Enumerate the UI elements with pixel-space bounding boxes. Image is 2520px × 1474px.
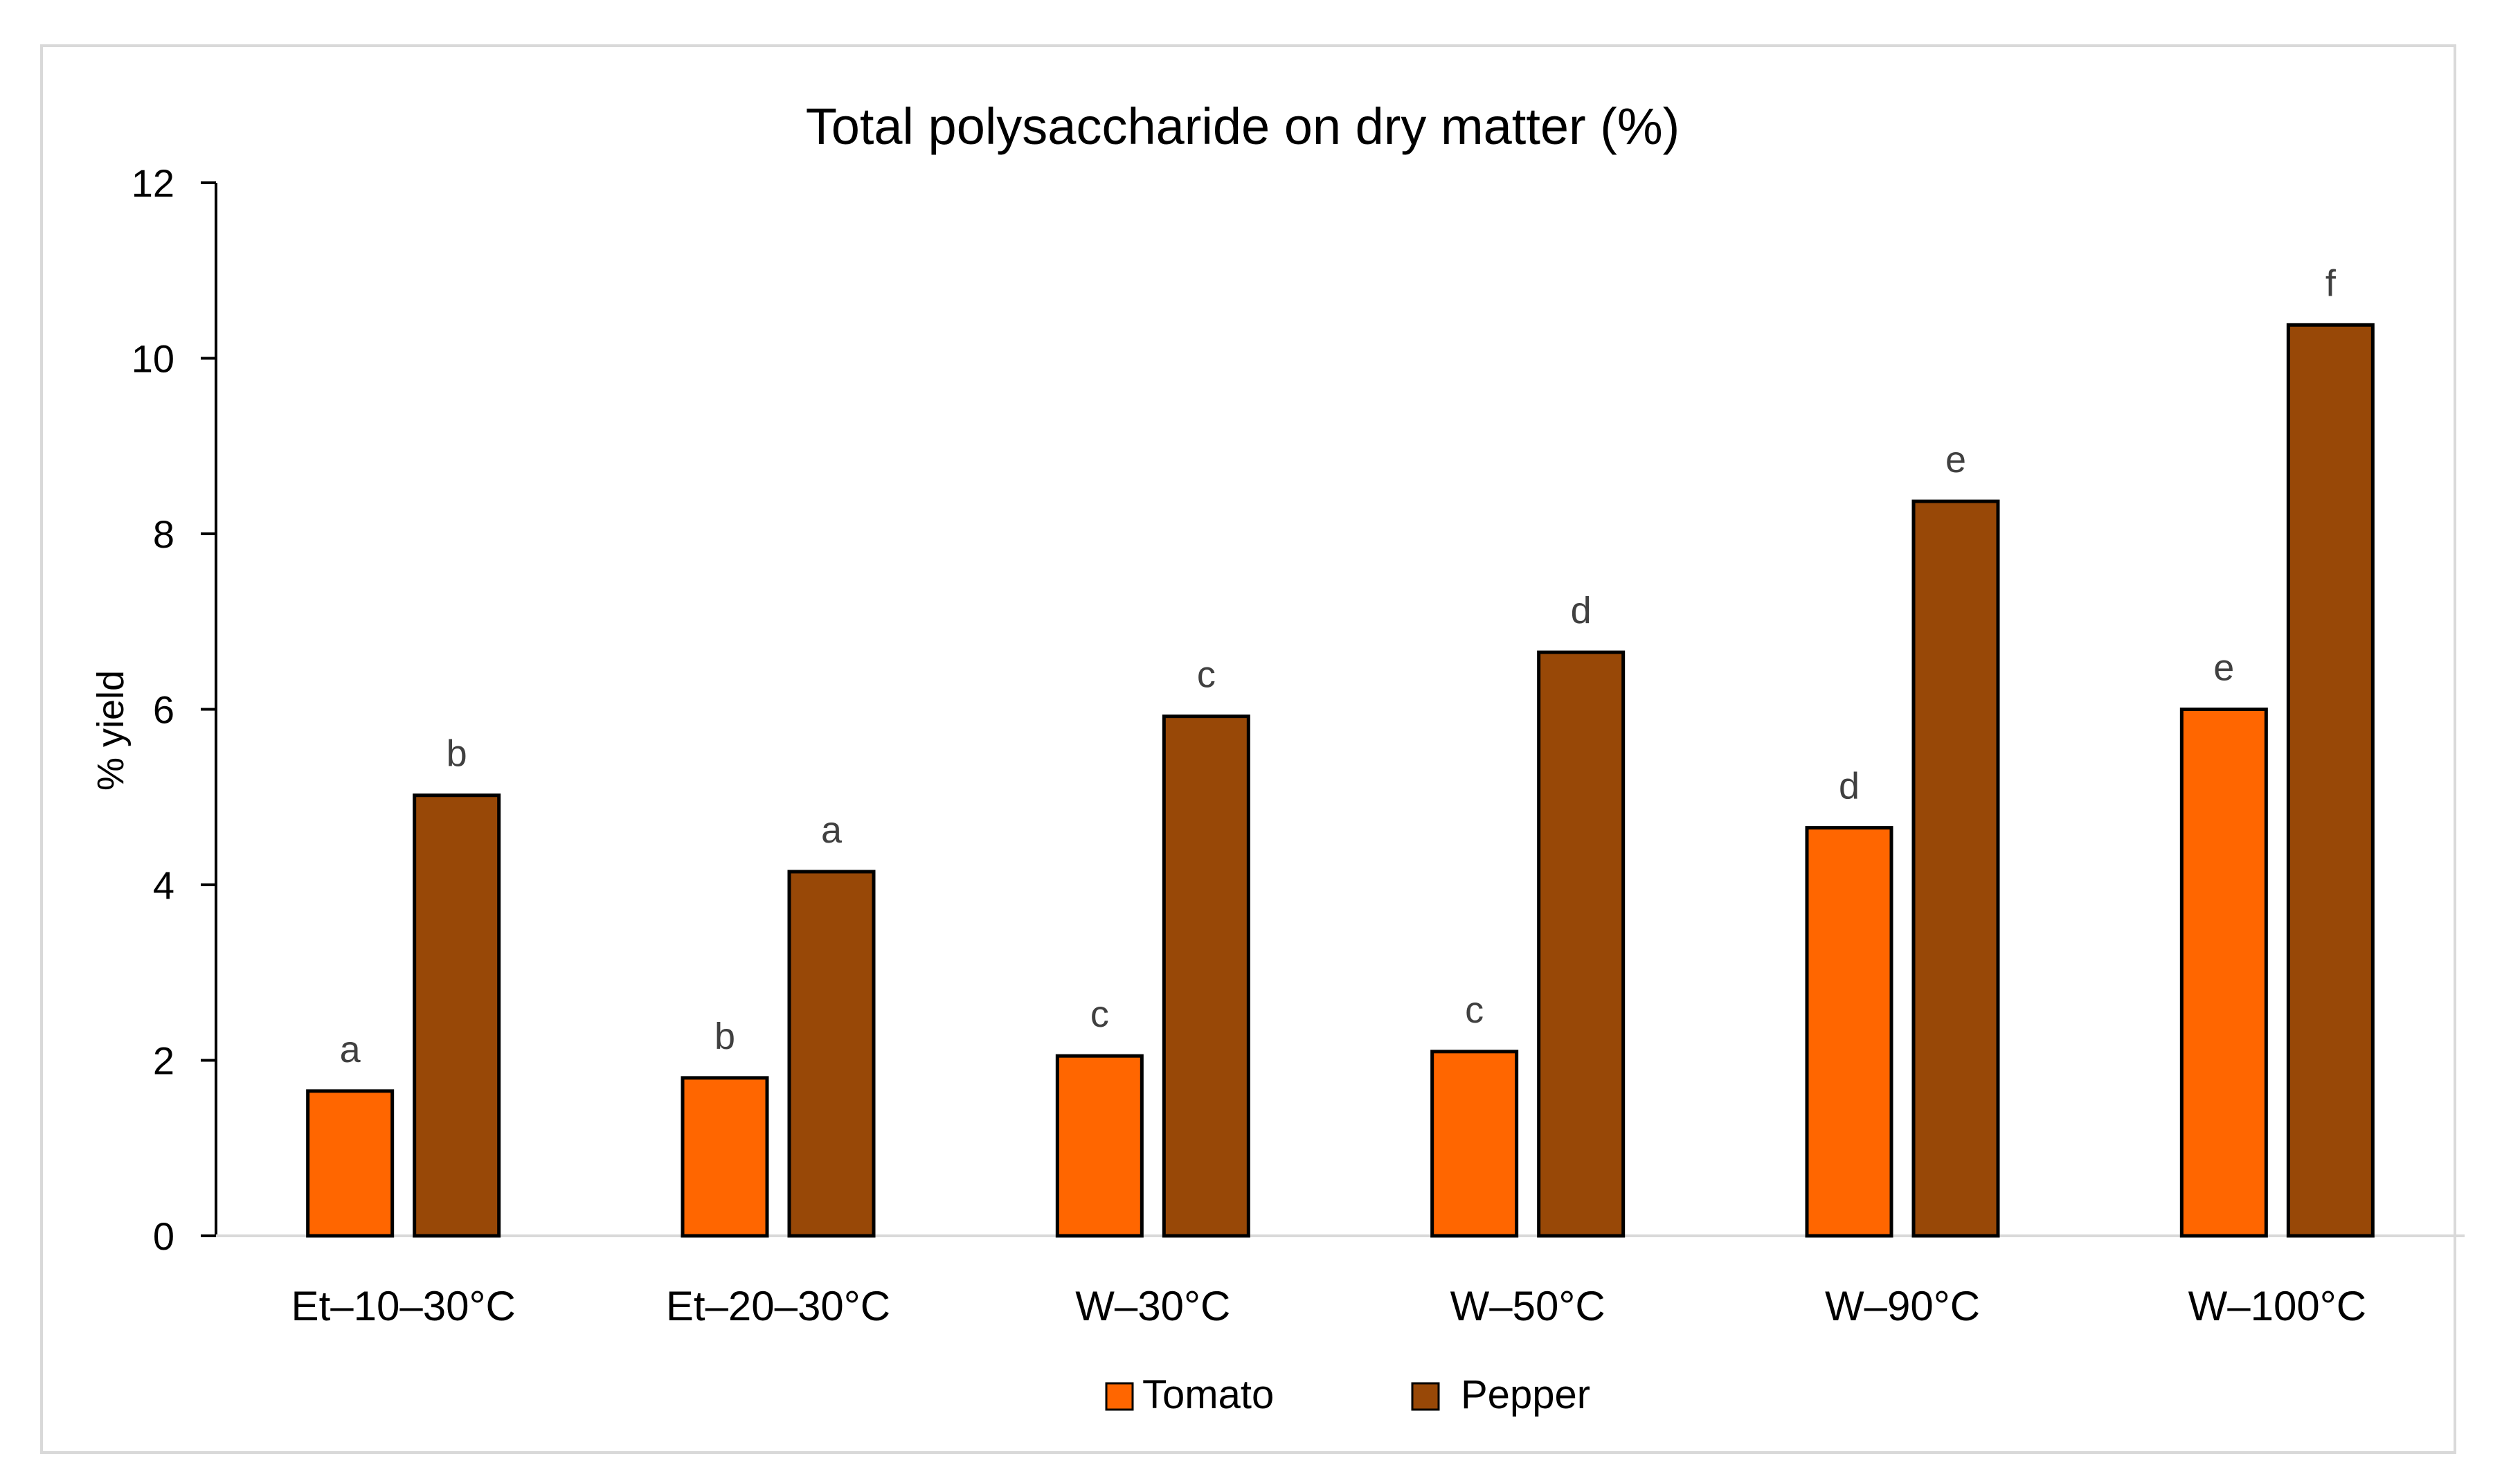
legend-swatch-tomato (1105, 1382, 1134, 1411)
significance-label: e (2213, 647, 2234, 689)
legend: Tomato Pepper (1105, 1372, 1590, 1417)
significance-label: c (1465, 989, 1484, 1031)
bar-tomato (1430, 1050, 1519, 1238)
bar-tomato (1805, 826, 1893, 1238)
bars-group: a b b a c c c d d e e f (306, 262, 2375, 1238)
y-tick-label: 4 (153, 863, 174, 907)
x-tick-label: W–100°C (2188, 1283, 2366, 1329)
x-tick-label: W–90°C (1825, 1283, 1980, 1329)
chart-title: Total polysaccharide on dry matter (%) (806, 98, 1680, 155)
x-tick-label: W–30°C (1075, 1283, 1230, 1329)
y-tick-label: 12 (132, 161, 174, 205)
y-axis-label: % yield (90, 670, 132, 791)
bar-tomato (306, 1089, 395, 1238)
y-axis: 0 2 4 6 8 10 12 (132, 161, 217, 1258)
y-tick-label: 6 (153, 688, 174, 732)
bar-tomato (2179, 708, 2268, 1238)
bar-pepper (787, 870, 876, 1238)
significance-label: b (714, 1016, 735, 1057)
x-tick-label: Et–20–30°C (666, 1283, 890, 1329)
bar-tomato (681, 1076, 769, 1238)
bar-pepper (1537, 650, 1626, 1238)
y-tick-label: 0 (153, 1214, 174, 1258)
bar-pepper (2286, 323, 2375, 1238)
y-tick-label: 2 (153, 1039, 174, 1083)
significance-label: a (340, 1029, 361, 1070)
y-tick-label: 10 (132, 337, 174, 381)
bar-pepper (1162, 714, 1250, 1238)
bar-pepper (413, 793, 501, 1238)
significance-label: f (2325, 262, 2337, 304)
bar-tomato (1055, 1054, 1144, 1238)
significance-label: b (447, 733, 467, 775)
x-axis: Et–10–30°C Et–20–30°C W–30°C W–50°C W–90°C W–… (216, 1234, 2465, 1329)
significance-label: d (1839, 766, 1860, 807)
x-tick-label: W–50°C (1450, 1283, 1605, 1329)
significance-label: c (1090, 994, 1109, 1035)
legend-swatch-pepper (1411, 1382, 1440, 1411)
legend-label-tomato: Tomato (1142, 1372, 1274, 1417)
bar-pepper (1911, 499, 2000, 1238)
x-tick-label: Et–10–30°C (291, 1283, 516, 1329)
significance-label: e (1945, 439, 1966, 480)
legend-label-pepper: Pepper (1461, 1372, 1590, 1417)
significance-label: d (1571, 590, 1592, 631)
y-tick-label: 8 (153, 512, 174, 556)
significance-label: c (1197, 654, 1216, 696)
significance-label: a (821, 809, 843, 851)
